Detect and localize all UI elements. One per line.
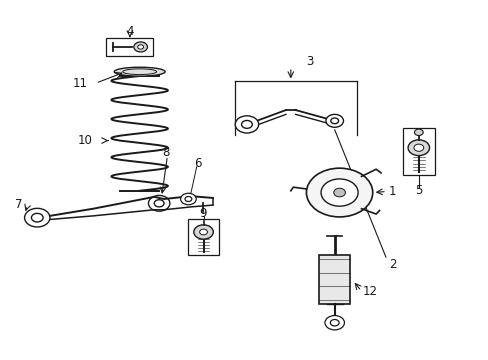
Circle shape <box>325 114 343 127</box>
Circle shape <box>24 208 50 227</box>
Text: 2: 2 <box>388 258 396 271</box>
Text: 6: 6 <box>194 157 202 170</box>
Circle shape <box>235 116 258 133</box>
Bar <box>319 255 349 304</box>
Circle shape <box>414 129 422 135</box>
Bar <box>402 128 434 175</box>
Bar <box>105 38 153 56</box>
Circle shape <box>407 140 428 156</box>
Text: 1: 1 <box>387 185 395 198</box>
Text: 11: 11 <box>73 77 87 90</box>
Text: 8: 8 <box>162 145 169 158</box>
Text: 9: 9 <box>199 207 206 220</box>
Circle shape <box>199 229 207 235</box>
Text: 4: 4 <box>126 25 133 38</box>
Circle shape <box>193 225 213 239</box>
Text: 12: 12 <box>362 285 377 298</box>
Circle shape <box>134 42 147 52</box>
Bar <box>188 220 218 255</box>
Text: 10: 10 <box>78 134 92 147</box>
Text: 7: 7 <box>15 198 22 211</box>
Circle shape <box>138 45 143 49</box>
Circle shape <box>148 195 169 211</box>
Circle shape <box>321 179 357 206</box>
Circle shape <box>333 188 345 197</box>
Circle shape <box>325 316 344 330</box>
Circle shape <box>306 168 372 217</box>
Text: 5: 5 <box>414 184 422 197</box>
Circle shape <box>180 193 196 205</box>
Text: 3: 3 <box>306 55 313 68</box>
Ellipse shape <box>114 67 165 76</box>
Circle shape <box>413 144 423 151</box>
